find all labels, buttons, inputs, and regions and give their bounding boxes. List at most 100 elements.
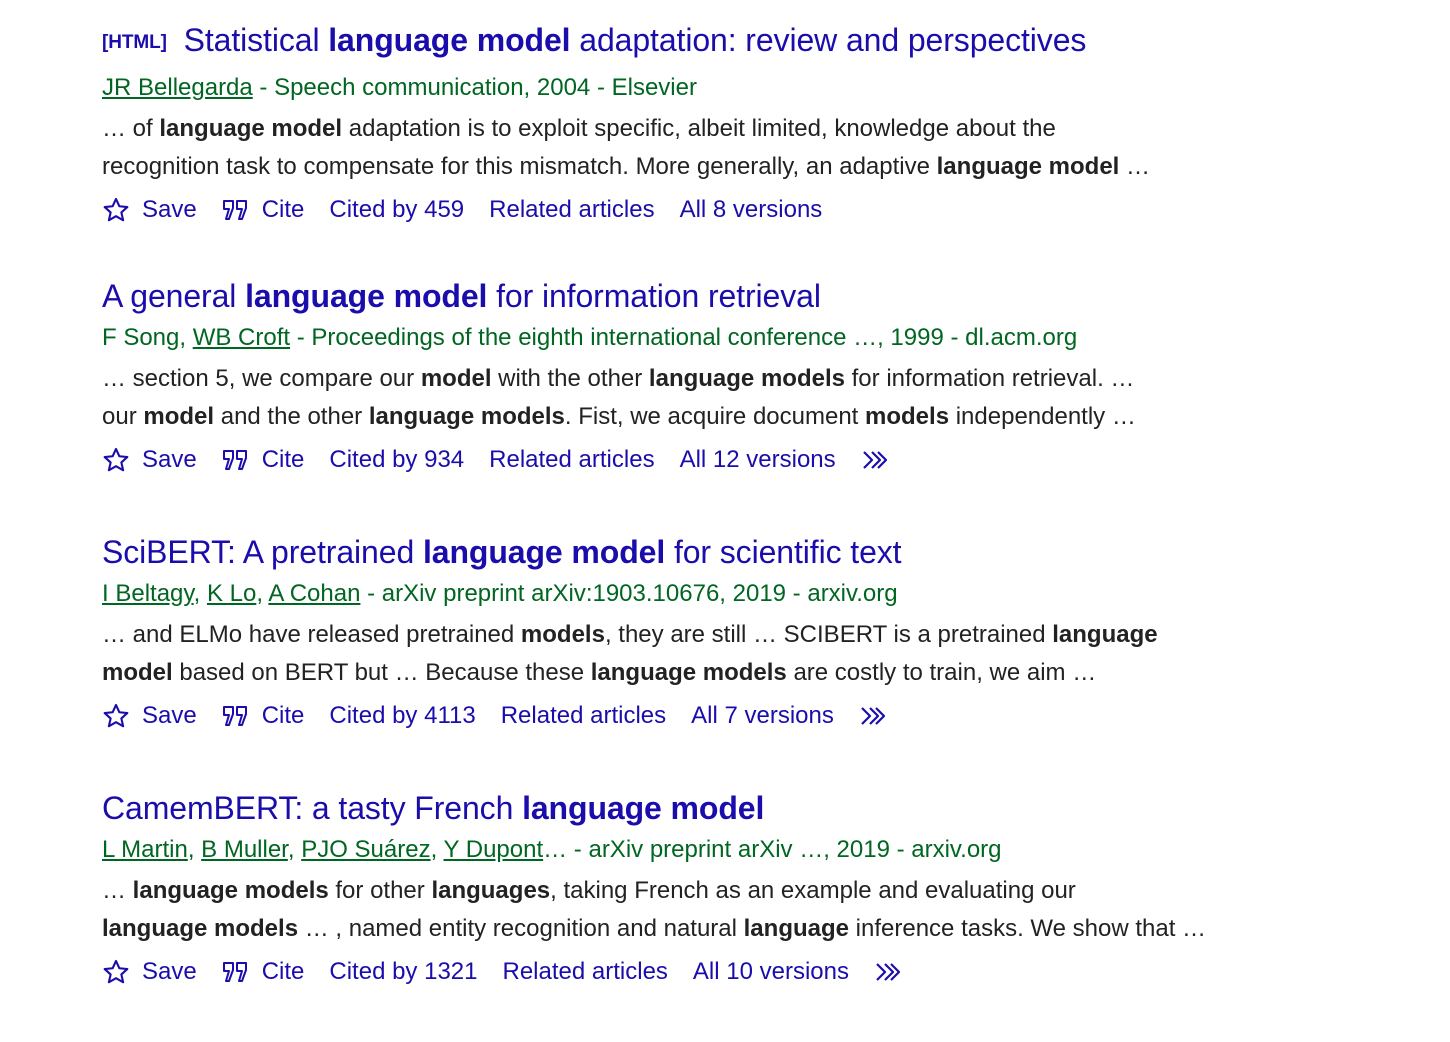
save-button[interactable]: Save (102, 952, 197, 992)
snippet-bold: language models (102, 915, 299, 942)
author-link[interactable]: JR Bellegarda (102, 74, 253, 101)
meta-text: , (287, 836, 302, 863)
quote-icon (222, 704, 250, 728)
title-segment: Statistical (183, 22, 329, 58)
snippet-text: inference tasks. We show that … (849, 915, 1207, 942)
cite-label: Cite (261, 958, 305, 985)
snippet-text: and the other (214, 403, 369, 430)
author-link[interactable]: WB Croft (192, 324, 291, 351)
result-title-link[interactable]: CamemBERT: a tasty French language model (102, 790, 764, 826)
result-meta: F Song, WB Croft - Proceedings of the ei… (102, 320, 1422, 356)
cited-by-link[interactable]: Cited by 934 (329, 446, 465, 473)
save-label: Save (142, 196, 197, 223)
all-versions-link[interactable]: All 8 versions (679, 196, 823, 223)
related-articles-link[interactable]: Related articles (489, 446, 655, 473)
double-chevron-right-icon (874, 960, 906, 984)
cite-button[interactable]: Cite (222, 696, 304, 736)
save-button[interactable]: Save (102, 696, 197, 736)
more-button[interactable] (874, 960, 906, 984)
result-actions: Save Cite Cited by 4113 Related articles… (102, 696, 1422, 736)
more-button[interactable] (859, 704, 891, 728)
meta-text: - arXiv preprint arXiv:1903.10676, 2019 … (360, 580, 898, 607)
snippet-bold: language model (936, 153, 1120, 180)
snippet-text: recognition task to compensate for this … (102, 153, 937, 180)
snippet-bold: language models (590, 659, 787, 686)
all-versions-link[interactable]: All 12 versions (679, 446, 836, 473)
snippet-line: our model and the other language models.… (102, 398, 1422, 436)
cite-button[interactable]: Cite (222, 952, 305, 992)
snippet-bold: model (102, 659, 173, 686)
result-item: A general language model for information… (102, 274, 1422, 530)
star-outline-icon (102, 196, 130, 224)
snippet-text: … (1119, 153, 1151, 180)
title-segment-bold: language model (245, 278, 488, 314)
snippet-bold: language models (368, 403, 565, 430)
save-label: Save (142, 958, 197, 985)
related-articles-link[interactable]: Related articles (502, 958, 668, 985)
snippet-text: with the other (491, 365, 649, 392)
cited-by-link[interactable]: Cited by 4113 (329, 702, 476, 729)
author-link[interactable]: B Muller (201, 836, 288, 863)
author-link[interactable]: L Martin (102, 836, 188, 863)
author-link[interactable]: Y Dupont (443, 836, 544, 863)
cited-by-link[interactable]: Cited by 459 (329, 196, 465, 223)
save-button[interactable]: Save (102, 190, 197, 230)
related-articles-link[interactable]: Related articles (500, 702, 667, 729)
result-snippet: … language models for other languages, t… (102, 872, 1422, 948)
snippet-text: … , named entity recognition and natural (298, 915, 744, 942)
search-results: [HTML] Statistical language model adapta… (102, 18, 1422, 1042)
snippet-bold: language (743, 915, 849, 942)
result-item: CamemBERT: a tasty French language model… (102, 786, 1422, 1042)
result-snippet: … and ELMo have released pretrained mode… (102, 616, 1422, 692)
cited-by-link[interactable]: Cited by 1321 (329, 958, 478, 985)
cite-button[interactable]: Cite (222, 440, 304, 480)
result-title-link[interactable]: A general language model for information… (102, 278, 821, 314)
more-button[interactable] (861, 448, 893, 472)
save-button[interactable]: Save (102, 440, 197, 480)
star-outline-icon (102, 958, 130, 986)
meta-text: , (193, 580, 207, 607)
result-title-line: A general language model for information… (102, 274, 1422, 318)
result-meta: L Martin, B Muller, PJO Suárez, Y Dupont… (102, 832, 1422, 868)
meta-text: , (430, 836, 444, 863)
result-item: [HTML] Statistical language model adapta… (102, 18, 1422, 274)
author-link[interactable]: A Cohan (268, 580, 361, 607)
author-link[interactable]: PJO Suárez (301, 836, 431, 863)
format-tag[interactable]: [HTML] (102, 32, 167, 53)
quote-icon (222, 960, 250, 984)
title-segment: SciBERT: A pretrained (102, 534, 423, 570)
snippet-text: , they are still … SCIBERT is a pretrain… (604, 621, 1053, 648)
related-articles-link[interactable]: Related articles (489, 196, 655, 223)
save-label: Save (142, 702, 197, 729)
snippet-line: recognition task to compensate for this … (102, 148, 1422, 186)
cite-label: Cite (261, 196, 305, 223)
snippet-line: … of language model adaptation is to exp… (102, 110, 1422, 148)
meta-text: … - arXiv preprint arXiv …, 2019 - arxiv… (543, 836, 1002, 863)
meta-text: F Song, (102, 324, 193, 351)
result-meta: I Beltagy, K Lo, A Cohan - arXiv preprin… (102, 576, 1422, 612)
author-link[interactable]: I Beltagy (102, 580, 194, 607)
title-segment-bold: language model (522, 790, 765, 826)
snippet-line: language models … , named entity recogni… (102, 910, 1422, 948)
snippet-bold: language model (159, 115, 343, 142)
result-title-link[interactable]: SciBERT: A pretrained language model for… (102, 534, 902, 570)
result-title-link[interactable]: Statistical language model adaptation: r… (184, 22, 1087, 58)
all-versions-link[interactable]: All 10 versions (692, 958, 849, 985)
snippet-text: based on BERT but … Because these (172, 659, 591, 686)
save-label: Save (142, 446, 197, 473)
all-versions-link[interactable]: All 7 versions (691, 702, 834, 729)
result-title-line: SciBERT: A pretrained language model for… (102, 530, 1422, 574)
snippet-line: … section 5, we compare our model with t… (102, 360, 1422, 398)
quote-icon (222, 448, 250, 472)
snippet-line: … and ELMo have released pretrained mode… (102, 616, 1422, 654)
snippet-bold: language (1052, 621, 1158, 648)
author-link[interactable]: K Lo (206, 580, 257, 607)
snippet-text: independently … (949, 403, 1136, 430)
meta-text: - Proceedings of the eighth internationa… (290, 324, 1078, 351)
title-segment: A general (102, 278, 246, 314)
snippet-bold: model (143, 403, 215, 430)
snippet-bold: languages (431, 877, 551, 904)
snippet-bold: models (520, 621, 605, 648)
cite-button[interactable]: Cite (222, 190, 305, 230)
title-segment: for scientific text (665, 534, 902, 570)
